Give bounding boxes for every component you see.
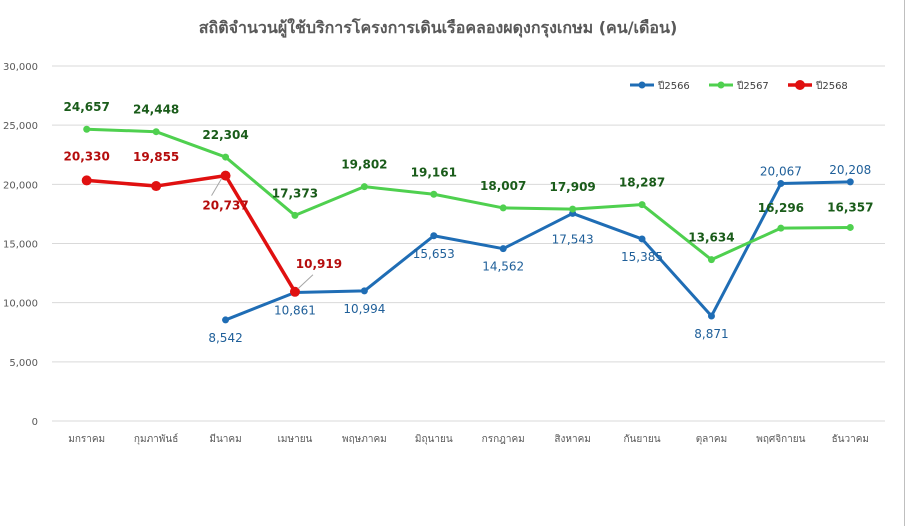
- data-point: [430, 190, 438, 198]
- data-label: 10,861: [274, 303, 316, 317]
- frame-border: [904, 0, 905, 526]
- x-tick-label: กุมภาพันธ์: [134, 433, 178, 445]
- y-tick-label: 5,000: [9, 358, 38, 369]
- data-label: 13,634: [688, 231, 734, 245]
- x-tick-label: กรกฎาคม: [482, 434, 525, 445]
- x-tick-label: ตุลาคม: [696, 434, 728, 445]
- legend-label: ปี2567: [736, 80, 768, 92]
- data-point: [846, 178, 854, 186]
- series-line: [86, 173, 297, 293]
- data-label: 15,385: [621, 250, 663, 264]
- data-point: [707, 256, 715, 264]
- data-label: 18,007: [480, 179, 526, 193]
- series-line: [86, 127, 851, 262]
- data-label: 10,994: [343, 302, 385, 316]
- x-tick-label: สิงหาคม: [554, 434, 590, 445]
- data-label: 8,542: [208, 331, 242, 345]
- x-tick-label: เมษายน: [277, 434, 312, 445]
- data-label: 20,067: [760, 165, 802, 179]
- data-label: 20,330: [64, 149, 110, 163]
- data-label: 20,208: [829, 163, 871, 177]
- data-label: 18,287: [619, 176, 665, 190]
- legend-marker: [638, 81, 646, 89]
- data-point: [151, 181, 162, 192]
- data-label: 20,737: [202, 199, 248, 213]
- y-tick-label: 25,000: [3, 121, 38, 132]
- chart-title: สถิติจำนวนผู้ใช้บริการโครงการเดินเรือคลอ…: [199, 17, 678, 39]
- data-point: [638, 201, 646, 209]
- data-point: [291, 211, 299, 219]
- y-tick-label: 20,000: [3, 180, 38, 191]
- x-tick-label: กันยายน: [624, 434, 661, 445]
- x-tick-label: มกราคม: [68, 434, 105, 445]
- data-label: 19,855: [133, 150, 179, 164]
- leader-line: [297, 274, 314, 290]
- data-point: [360, 183, 368, 191]
- data-point: [777, 180, 785, 188]
- data-label: 14,562: [482, 260, 524, 274]
- x-tick-label: มีนาคม: [209, 433, 241, 445]
- data-label: 19,161: [411, 165, 457, 179]
- data-point: [707, 312, 715, 320]
- data-label: 19,802: [341, 158, 387, 172]
- data-label: 16,357: [827, 200, 873, 214]
- leader-line: [211, 178, 222, 196]
- y-tick-label: 0: [32, 417, 38, 428]
- data-point: [222, 153, 230, 161]
- data-label: 24,448: [133, 103, 179, 117]
- data-point: [846, 223, 854, 231]
- chart-legend: ปี2566 ปี2567 ปี2568: [630, 80, 848, 92]
- data-point: [777, 224, 785, 232]
- data-label: 24,657: [64, 100, 110, 114]
- y-tick-label: 10,000: [3, 299, 38, 310]
- data-label: 17,373: [272, 186, 318, 200]
- legend-marker: [795, 80, 805, 90]
- legend-marker: [717, 81, 725, 89]
- data-label: 8,871: [694, 327, 728, 341]
- x-tick-label: มิถุนายน: [415, 434, 453, 445]
- data-label: 22,304: [202, 128, 248, 142]
- data-point: [569, 205, 577, 213]
- legend-label: ปี2566: [657, 80, 689, 92]
- gridlines: [52, 65, 885, 422]
- data-point: [81, 175, 92, 186]
- data-point: [152, 128, 160, 136]
- y-tick-label: 30,000: [3, 62, 38, 73]
- data-label: 16,296: [758, 201, 804, 215]
- data-point: [360, 287, 368, 295]
- data-label: 10,919: [296, 257, 342, 271]
- x-tick-label: ธันวาคม: [832, 434, 869, 445]
- data-point: [499, 204, 507, 212]
- data-point: [83, 125, 91, 133]
- x-tick-label: พฤษภาคม: [342, 434, 387, 445]
- y-axis-labels: 0 5,000 10,000 15,000 20,000 25,000 30,000: [3, 62, 38, 428]
- data-labels: 8,542 10,861 10,994 15,653 14,562 17,543 15,38…: [64, 100, 874, 345]
- legend-label: ปี2568: [815, 80, 847, 92]
- data-label: 15,653: [413, 247, 455, 261]
- data-point: [222, 316, 230, 324]
- data-point: [289, 286, 300, 297]
- data-point: [430, 232, 438, 240]
- series-line: [224, 180, 851, 322]
- data-label: 17,909: [549, 180, 595, 194]
- x-axis-labels: มกราคม กุมภาพันธ์ มีนาคม เมษายน พฤษภาคม มิถุน…: [68, 433, 869, 445]
- series-lines: [81, 125, 854, 324]
- data-point: [499, 245, 507, 253]
- x-tick-label: พฤศจิกายน: [756, 434, 805, 445]
- data-point: [638, 235, 646, 243]
- data-label: 17,543: [552, 232, 594, 246]
- y-tick-label: 15,000: [3, 240, 38, 251]
- data-point: [220, 170, 231, 181]
